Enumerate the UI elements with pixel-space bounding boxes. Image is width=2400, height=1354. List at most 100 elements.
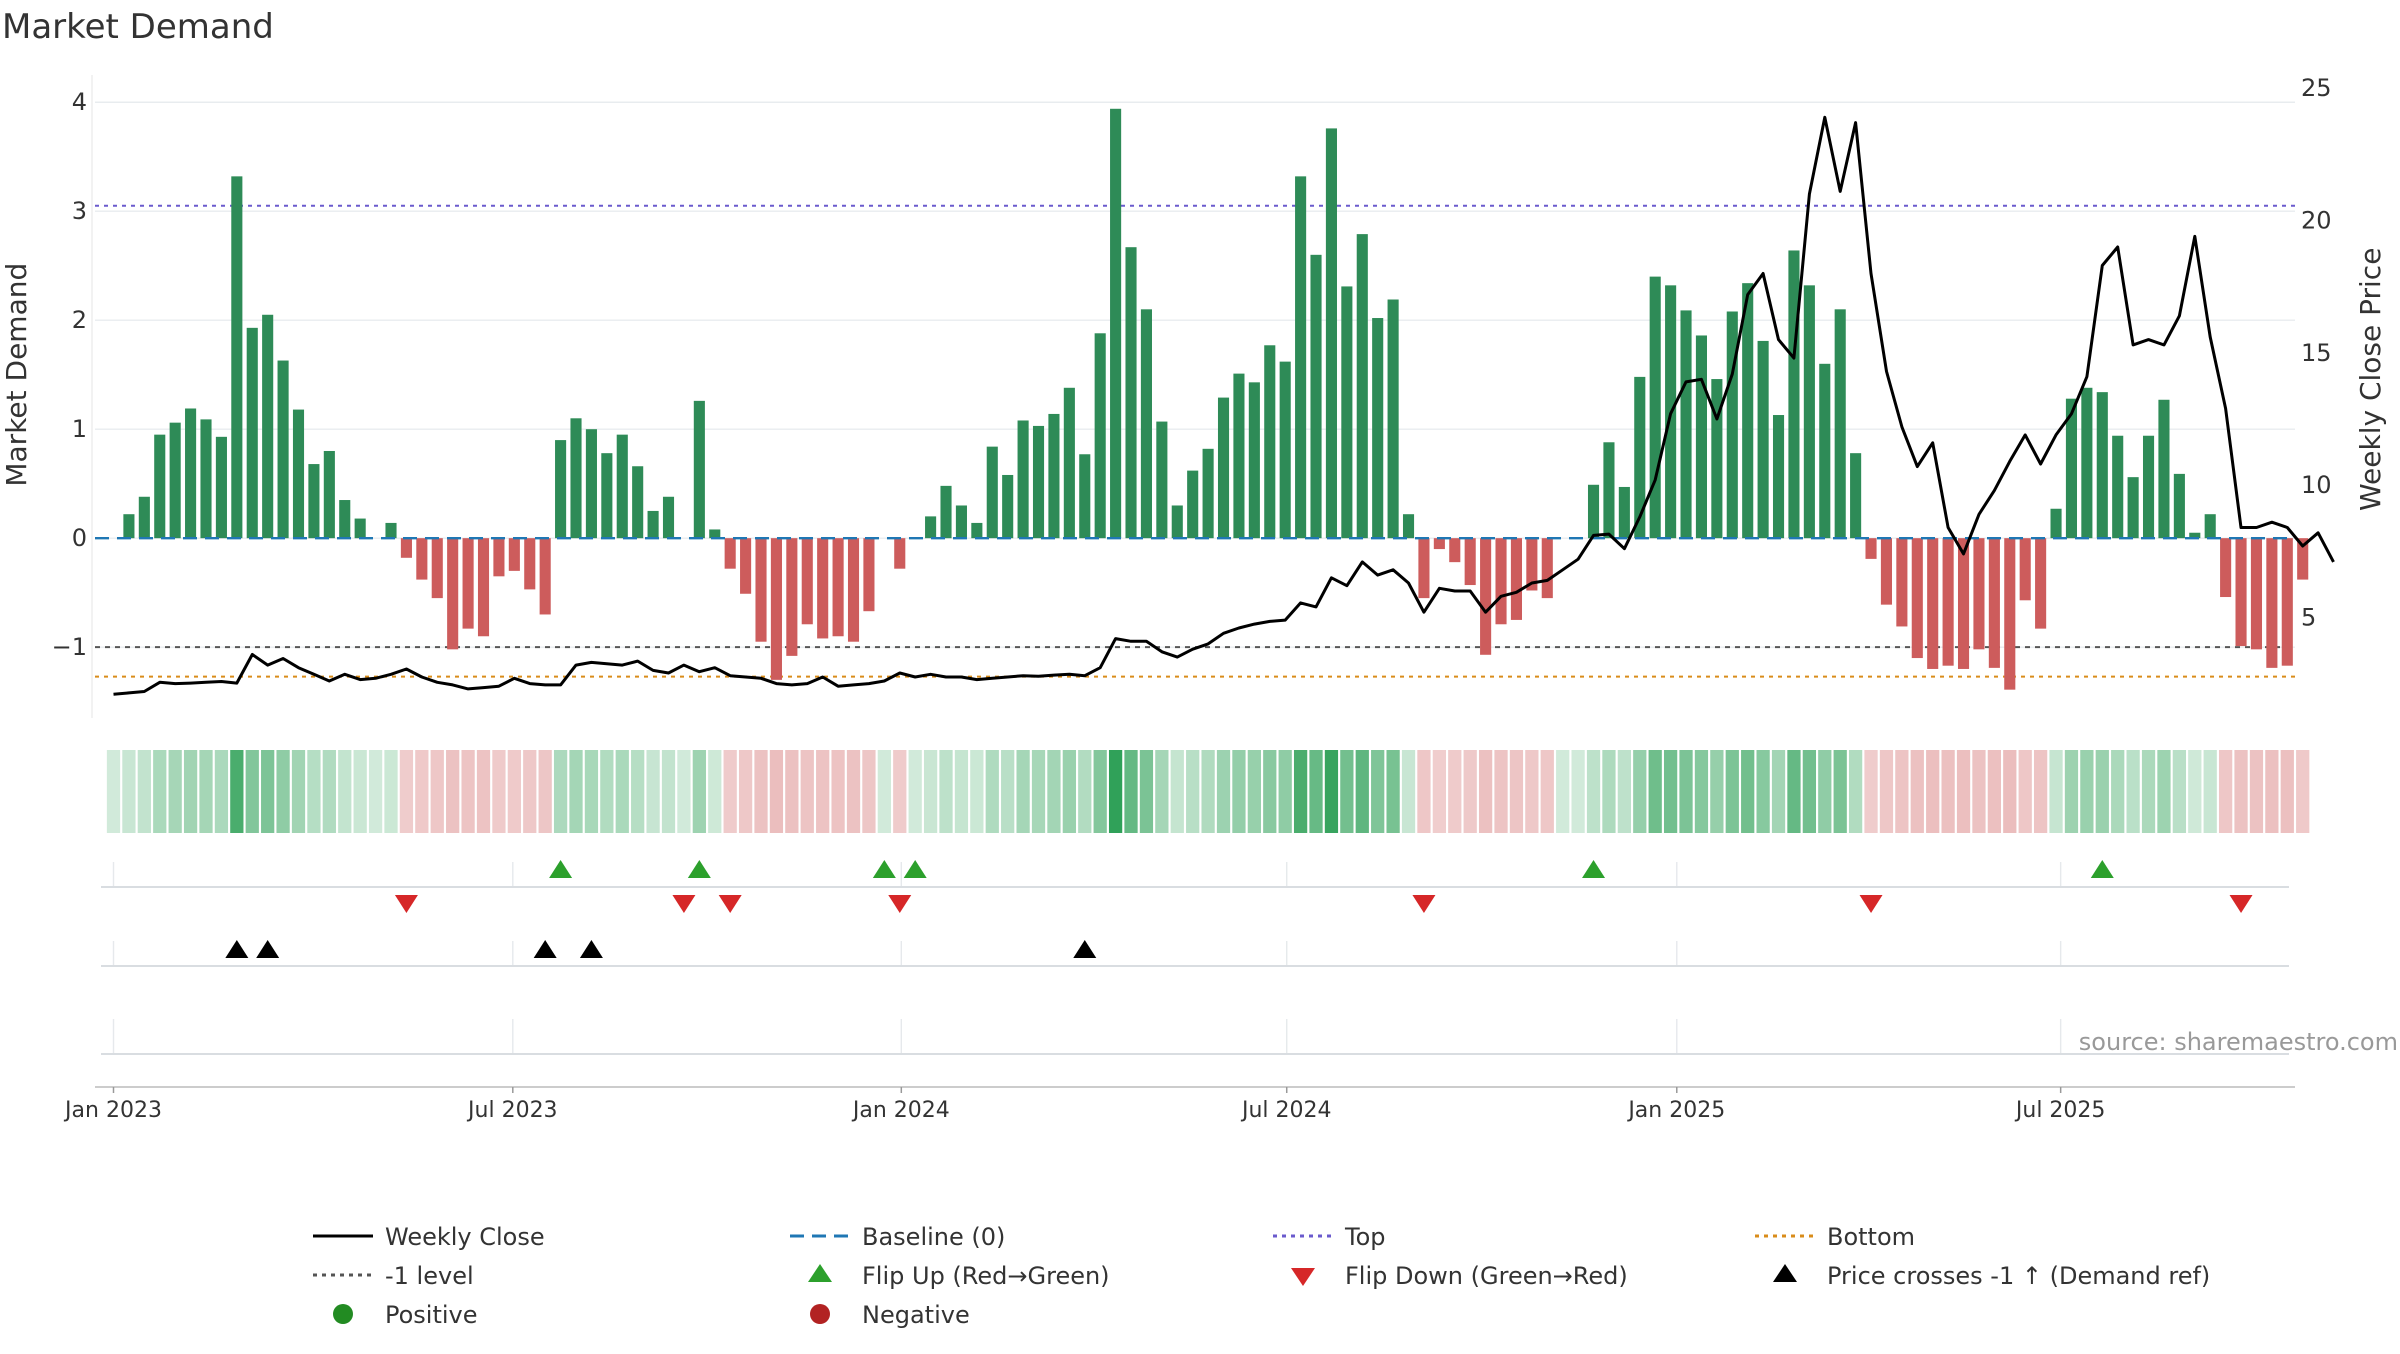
negative-demand-bar [2250, 538, 2263, 650]
heat-cell [1941, 750, 1955, 833]
heat-cell [122, 750, 136, 833]
positive-demand-bar [169, 422, 181, 539]
heat-cell [1031, 750, 1046, 833]
negative-demand-bar [2035, 538, 2047, 629]
heat-cell [214, 750, 229, 833]
heat-cell [1324, 750, 1339, 833]
legend-positive-swatch [333, 1304, 353, 1324]
positive-demand-bar [231, 176, 243, 539]
positive-demand-bar [1002, 474, 1014, 539]
heat-cell [677, 750, 691, 833]
negative-demand-bar [477, 538, 490, 637]
heat-cell [1910, 750, 1924, 833]
heat-cell [970, 750, 984, 833]
heat-cell [1386, 750, 1400, 833]
positive-demand-bar [138, 496, 150, 539]
negative-demand-bar [1526, 538, 1538, 591]
positive-demand-bar [2142, 435, 2155, 539]
positive-demand-bar [1803, 285, 1815, 539]
heat-cell [816, 750, 830, 833]
heat-cell [2234, 750, 2248, 833]
heat-cell [338, 750, 352, 833]
positive-demand-bar [292, 409, 305, 539]
positive-demand-bar [1634, 376, 1646, 539]
heat-cell [1602, 750, 1616, 833]
heat-cell [1093, 750, 1107, 833]
heat-cell [1756, 750, 1770, 833]
heat-cell [569, 750, 583, 833]
heat-cell [1633, 750, 1647, 833]
heat-cell [1355, 750, 1369, 833]
negative-demand-bar [740, 538, 752, 594]
heat-cell [276, 750, 290, 833]
positive-demand-bar [986, 446, 998, 539]
positive-demand-bar [1017, 420, 1029, 539]
heat-cell [430, 750, 444, 833]
positive-demand-bar [1125, 247, 1137, 539]
heat-cell [1771, 750, 1786, 833]
negative-demand-bar [755, 538, 767, 642]
heat-cell [661, 750, 676, 833]
chart-title: Market Demand [2, 7, 274, 47]
heat-cell [1617, 750, 1631, 833]
heat-cell [893, 750, 907, 833]
heat-cell [2172, 750, 2187, 833]
heat-cell [507, 750, 521, 833]
heat-cell [199, 750, 213, 833]
legend-price-cross-swatch [1773, 1264, 1797, 1282]
right-tick-label: 20 [2301, 207, 2332, 235]
heat-cell [261, 750, 275, 833]
heat-cell [2203, 750, 2217, 833]
negative-demand-bar [1911, 538, 1923, 659]
positive-demand-bar [1402, 514, 1415, 539]
negative-demand-bar [1957, 538, 1970, 669]
positive-demand-bar [2127, 477, 2139, 539]
flip-down-marker [2229, 895, 2253, 913]
legend-baseline-label: Baseline (0) [862, 1223, 1005, 1251]
heat-cell [1463, 750, 1477, 833]
heat-cell [2280, 750, 2294, 833]
positive-demand-bar [662, 496, 675, 539]
positive-demand-bar [123, 514, 135, 539]
heat-cell [353, 750, 367, 833]
positive-demand-bar [955, 505, 967, 539]
x-tick-label: Jan 2025 [1626, 1098, 1725, 1123]
negative-demand-bar [1927, 538, 1939, 669]
heat-cell [1987, 750, 2001, 833]
heat-cell [415, 750, 429, 833]
heat-cell [446, 750, 460, 833]
heat-cell [723, 750, 737, 833]
positive-demand-bar [693, 400, 705, 539]
flip-down-marker [888, 895, 912, 913]
heat-cell [2249, 750, 2264, 833]
left-tick-label: 3 [72, 197, 87, 225]
heat-cell [1679, 750, 1693, 833]
positive-demand-bar [616, 434, 628, 539]
positive-demand-bar [262, 314, 274, 539]
price-cross-marker [579, 940, 603, 958]
source-note: source: sharemaestro.com [2079, 1028, 2398, 1056]
heat-cell [831, 750, 845, 833]
heat-cell [1509, 750, 1524, 833]
heat-cell [1525, 750, 1539, 833]
weekly-close-line [113, 115, 2335, 696]
heat-cell [1401, 750, 1416, 833]
heat-cell [1155, 750, 1169, 833]
heat-cell [1186, 750, 1200, 833]
legend-negative-label: Negative [862, 1301, 970, 1329]
heat-cell [461, 750, 475, 833]
positive-demand-bar [1603, 442, 1615, 539]
negative-demand-bar [817, 538, 829, 639]
heat-cell [2018, 750, 2032, 833]
heat-cell [2296, 750, 2310, 833]
positive-demand-bar [601, 453, 613, 539]
heat-cell [476, 750, 491, 833]
negative-demand-bar [2281, 538, 2293, 666]
heat-cell [1833, 750, 1847, 833]
heat-cell [2111, 750, 2125, 833]
heat-cell [153, 750, 167, 833]
heat-cell [2049, 750, 2063, 833]
positive-demand-bar [1048, 413, 1060, 539]
positive-demand-bar [1325, 128, 1337, 539]
